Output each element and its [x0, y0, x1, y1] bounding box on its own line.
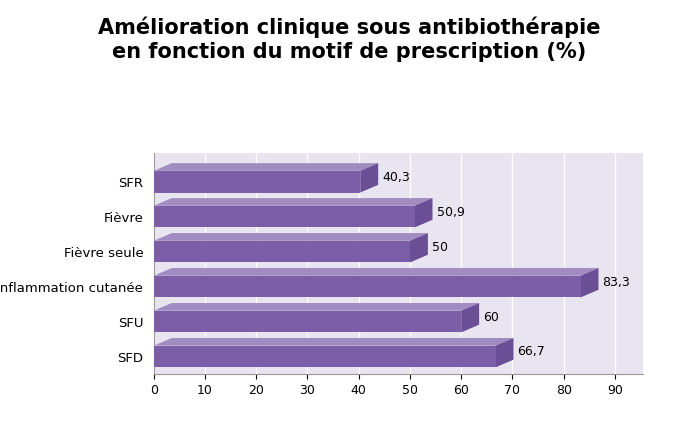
Polygon shape [154, 338, 514, 346]
Polygon shape [154, 303, 479, 311]
Polygon shape [154, 163, 378, 171]
Polygon shape [461, 303, 479, 332]
Polygon shape [410, 233, 428, 263]
Bar [154, 241, 410, 263]
Text: 40,3: 40,3 [382, 170, 410, 184]
Polygon shape [154, 268, 598, 276]
Text: 66,7: 66,7 [517, 346, 545, 358]
Polygon shape [415, 198, 433, 227]
Polygon shape [360, 163, 378, 193]
Polygon shape [581, 268, 598, 298]
Polygon shape [154, 233, 428, 241]
Text: 60: 60 [483, 311, 499, 323]
Text: 83,3: 83,3 [603, 275, 630, 289]
Bar [154, 276, 581, 297]
Bar [154, 206, 415, 227]
Bar [154, 311, 461, 332]
Text: 50: 50 [432, 241, 448, 254]
Bar [154, 346, 496, 367]
Polygon shape [154, 198, 433, 206]
Text: 50,9: 50,9 [437, 206, 464, 218]
Polygon shape [496, 338, 514, 367]
Bar [154, 171, 360, 193]
Text: Amélioration clinique sous antibiothérapie
en fonction du motif de prescription : Amélioration clinique sous antibiothérap… [99, 17, 600, 62]
